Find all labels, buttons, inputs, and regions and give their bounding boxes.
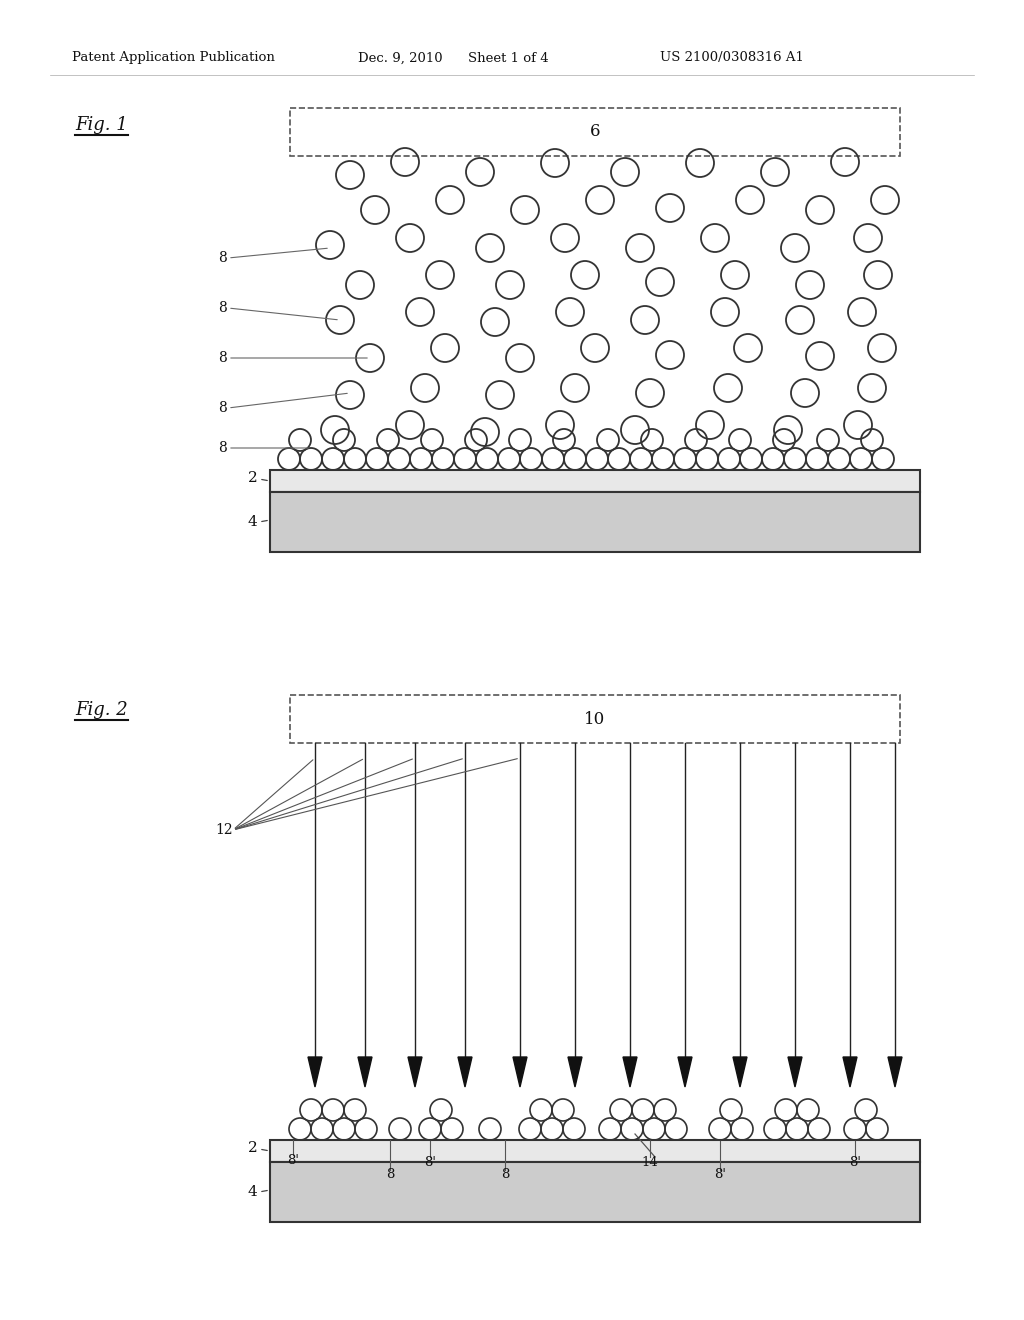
Text: 2: 2 xyxy=(248,1140,258,1155)
Text: Patent Application Publication: Patent Application Publication xyxy=(72,51,274,65)
Polygon shape xyxy=(458,1057,472,1086)
Text: 8: 8 xyxy=(218,301,226,315)
Text: 14: 14 xyxy=(642,1155,658,1168)
Polygon shape xyxy=(358,1057,372,1086)
Polygon shape xyxy=(513,1057,527,1086)
Text: 8: 8 xyxy=(501,1168,509,1181)
Polygon shape xyxy=(678,1057,692,1086)
Text: 4: 4 xyxy=(248,515,258,529)
Polygon shape xyxy=(568,1057,582,1086)
Text: 8: 8 xyxy=(218,441,226,455)
Polygon shape xyxy=(733,1057,746,1086)
Text: US 2100/0308316 A1: US 2100/0308316 A1 xyxy=(660,51,804,65)
Bar xyxy=(270,1140,920,1162)
Text: 8: 8 xyxy=(386,1168,394,1181)
Polygon shape xyxy=(408,1057,422,1086)
Text: 8: 8 xyxy=(218,251,226,265)
Text: 8': 8' xyxy=(424,1155,436,1168)
Bar xyxy=(290,108,900,156)
Polygon shape xyxy=(308,1057,322,1086)
Text: 8': 8' xyxy=(714,1168,726,1181)
Text: 8': 8' xyxy=(849,1155,861,1168)
Text: Fig. 1: Fig. 1 xyxy=(75,116,128,135)
Bar xyxy=(270,470,920,492)
Polygon shape xyxy=(788,1057,802,1086)
Text: 6: 6 xyxy=(590,124,600,140)
Polygon shape xyxy=(623,1057,637,1086)
Polygon shape xyxy=(843,1057,857,1086)
Text: 4: 4 xyxy=(248,1185,258,1199)
Text: 8: 8 xyxy=(218,401,226,414)
Bar xyxy=(290,696,900,743)
Text: 12: 12 xyxy=(215,822,232,837)
Text: Sheet 1 of 4: Sheet 1 of 4 xyxy=(468,51,549,65)
Text: Fig. 2: Fig. 2 xyxy=(75,701,128,719)
Bar xyxy=(270,492,920,552)
Polygon shape xyxy=(888,1057,902,1086)
Text: Dec. 9, 2010: Dec. 9, 2010 xyxy=(358,51,442,65)
Text: 2: 2 xyxy=(248,471,258,484)
Text: 8': 8' xyxy=(287,1154,299,1167)
Bar xyxy=(270,1162,920,1222)
Text: 10: 10 xyxy=(585,710,605,727)
Text: 8: 8 xyxy=(218,351,226,366)
